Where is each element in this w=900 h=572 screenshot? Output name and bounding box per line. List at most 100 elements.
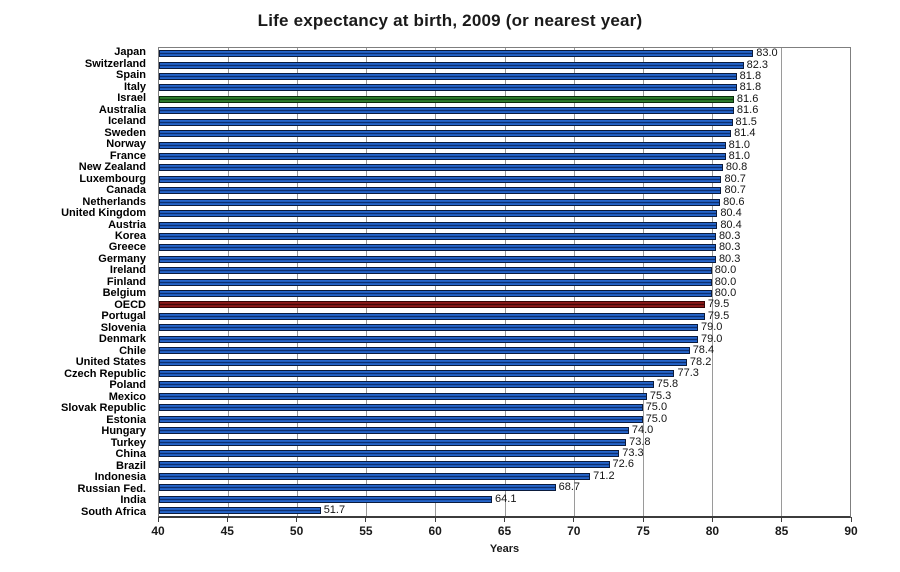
- x-tick: [365, 517, 367, 522]
- category-label: Brazil: [116, 459, 146, 472]
- x-axis: 40 45 50 55 60 65 70 75 80 85 90: [151, 517, 858, 557]
- bar: [159, 50, 754, 58]
- bar: [159, 175, 722, 183]
- x-tick-label: 60: [428, 524, 442, 538]
- value-label: 79.0: [700, 321, 723, 334]
- value-label: 81.8: [739, 81, 762, 94]
- bar-row: 80.7: [159, 185, 850, 196]
- bar-row: 77.3: [159, 368, 850, 379]
- bar-row: 79.5: [159, 309, 850, 322]
- bar-row: 81.8: [159, 71, 850, 82]
- bar: [159, 461, 610, 469]
- bar: [159, 449, 620, 457]
- category-label: Hungary: [101, 425, 146, 438]
- x-tick-label: 90: [844, 524, 858, 538]
- value-label: 73.8: [629, 435, 651, 448]
- bar: [159, 141, 726, 149]
- x-tick: [642, 517, 644, 522]
- value-label: 78.2: [689, 355, 712, 368]
- x-tick-label: 85: [775, 524, 789, 538]
- category-label: Austria: [108, 218, 146, 231]
- value-label: 75.0: [645, 401, 668, 414]
- bar: [159, 210, 718, 218]
- value-label: 75.8: [656, 378, 679, 391]
- value-label: 74.0: [631, 424, 654, 437]
- bar: [159, 427, 629, 435]
- bar: [159, 404, 643, 412]
- value-label: 80.0: [714, 275, 737, 288]
- bar: [159, 198, 721, 206]
- category-label: Australia: [98, 103, 146, 116]
- x-tick: [504, 517, 505, 522]
- x-axis-title: Years: [489, 543, 520, 555]
- value-label: 81.8: [739, 70, 762, 83]
- bar-row: 78.4: [159, 345, 850, 356]
- bar: [159, 472, 591, 480]
- bar-row: 51.7: [159, 505, 850, 516]
- bar-row: 80.0: [159, 276, 850, 287]
- category-label: New Zealand: [78, 161, 146, 174]
- category-label: Slovenia: [100, 321, 146, 334]
- x-tick: [711, 517, 713, 522]
- value-label: 79.0: [700, 332, 723, 345]
- bar: [159, 381, 654, 389]
- value-label: 80.3: [718, 241, 741, 254]
- bar: [159, 392, 647, 400]
- category-label: Canada: [106, 184, 146, 197]
- value-label: 81.0: [728, 150, 751, 162]
- bar: [159, 61, 744, 69]
- bar: [159, 347, 690, 355]
- value-label: 64.1: [495, 492, 517, 505]
- bar-row: 75.0: [159, 413, 850, 425]
- category-label: Mexico: [108, 390, 146, 403]
- category-label: Greece: [108, 241, 146, 254]
- bar-row: 72.6: [159, 459, 850, 470]
- bar: [159, 153, 726, 160]
- category-label: Belgium: [102, 287, 146, 300]
- x-tick-label: 40: [151, 524, 165, 538]
- bar: [159, 484, 556, 492]
- bar-row: 73.8: [159, 436, 850, 447]
- category-label: France: [109, 149, 146, 162]
- value-label: 71.2: [593, 469, 615, 482]
- category-label: Ireland: [109, 264, 146, 277]
- category-label: United States: [75, 356, 146, 369]
- bar-row: 71.2: [159, 469, 850, 482]
- value-label: 80.6: [723, 195, 745, 208]
- category-label: Norway: [106, 138, 146, 151]
- bar-row: 80.4: [159, 219, 850, 230]
- x-tick-label: 55: [359, 524, 373, 538]
- bar: [159, 290, 712, 298]
- value-label: 80.3: [718, 252, 741, 265]
- bar: [159, 324, 698, 332]
- plot-area: 83.0 82.3 81.8 81.8 81.6 81.6 81.5 81.4 81.0 81.0…: [158, 47, 851, 518]
- value-label: 79.5: [707, 298, 730, 311]
- x-tick-label: 75: [636, 524, 650, 538]
- value-label: 73.3: [622, 446, 644, 459]
- bar: [159, 507, 321, 515]
- bar-row: 75.3: [159, 390, 850, 402]
- category-label: Portugal: [101, 310, 146, 323]
- x-tick: [157, 517, 159, 522]
- bar: [159, 221, 718, 229]
- category-label: Finland: [106, 275, 146, 288]
- x-tick-label: 70: [567, 524, 581, 538]
- value-label: 82.3: [746, 58, 768, 71]
- bar-row: 80.0: [159, 288, 850, 299]
- x-tick-label: 45: [220, 524, 234, 538]
- category-label: Germany: [98, 252, 146, 265]
- value-label: 79.5: [707, 309, 730, 322]
- bar: [159, 278, 712, 286]
- bar-row: 80.4: [159, 208, 850, 219]
- value-label: 72.6: [612, 458, 634, 471]
- bar: [159, 187, 722, 195]
- bar-row: 81.0: [159, 139, 850, 150]
- bar-row: 80.7: [159, 173, 850, 185]
- category-labels: Japan Switzerland Spain Italy Israel Australi…: [0, 46, 152, 518]
- bar: [159, 301, 705, 309]
- bar-row: 75.0: [159, 402, 850, 413]
- value-label: 80.4: [720, 218, 742, 231]
- bar: [159, 415, 643, 423]
- bar: [159, 118, 733, 126]
- bar: [159, 73, 737, 81]
